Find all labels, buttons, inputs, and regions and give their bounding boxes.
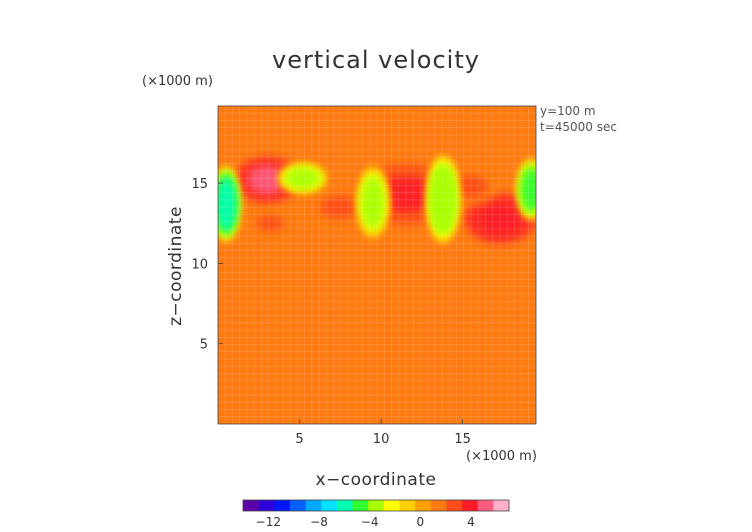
colorbar-frame	[242, 499, 510, 512]
field-feature	[218, 177, 237, 231]
colorbar-segment	[336, 500, 354, 511]
colorbar-segment	[477, 500, 494, 511]
plot-frame	[217, 105, 537, 425]
colorbar-segment	[399, 500, 416, 511]
colorbar-segment	[289, 500, 307, 511]
y-tick-label: 5	[200, 338, 208, 353]
field-feature	[248, 166, 286, 194]
field-feature	[453, 175, 488, 198]
colorbar-segment	[462, 500, 479, 511]
colorbar-segment	[305, 500, 322, 511]
plot-area	[218, 106, 536, 424]
colorbar-segment	[274, 500, 291, 511]
y-tick-label: 10	[191, 257, 208, 272]
x-tick-label: 5	[295, 432, 303, 447]
field-feature	[521, 167, 536, 212]
field-feature	[431, 167, 455, 231]
field-feature	[256, 215, 284, 232]
y-tick-label: 15	[191, 177, 208, 192]
colorbar-tick-label: 0	[417, 515, 425, 529]
colorbar-segment	[258, 500, 275, 511]
field-feature	[479, 203, 521, 234]
colorbar-tick-label: 4	[467, 515, 475, 529]
colorbar-segment	[430, 500, 447, 511]
colorbar-tick-label: −8	[310, 515, 328, 529]
colorbar-segment	[321, 500, 338, 511]
colorbar-tick-label: −4	[361, 515, 379, 529]
chart-title: vertical velocity	[272, 46, 480, 74]
colorbar-segment	[446, 500, 463, 511]
field-feature	[284, 167, 321, 190]
field-feature	[360, 175, 385, 229]
y-axis-units: (×1000 m)	[142, 74, 213, 89]
colorbar-tick-label: −12	[256, 515, 281, 529]
field-feature	[319, 195, 361, 219]
x-axis-units: (×1000 m)	[466, 449, 537, 464]
colorbar-segment	[243, 500, 260, 511]
colorbar: −12 −8 −4 0 4	[242, 499, 510, 529]
annotation-time: t=45000 sec	[540, 120, 617, 134]
colorbar-segment	[352, 500, 369, 511]
x-axis-label: x−coordinate	[315, 470, 437, 490]
axes: 5 10 15 5 10 15	[191, 105, 537, 447]
annotation-y-position: y=100 m	[540, 104, 596, 118]
colorbar-segment	[383, 500, 400, 511]
x-tick-label: 10	[373, 432, 390, 447]
field-feature	[375, 176, 436, 213]
colorbar-segment	[368, 500, 385, 511]
x-tick-label: 15	[454, 432, 471, 447]
colorbar-segment	[415, 500, 432, 511]
colorbar-segment	[493, 500, 510, 511]
